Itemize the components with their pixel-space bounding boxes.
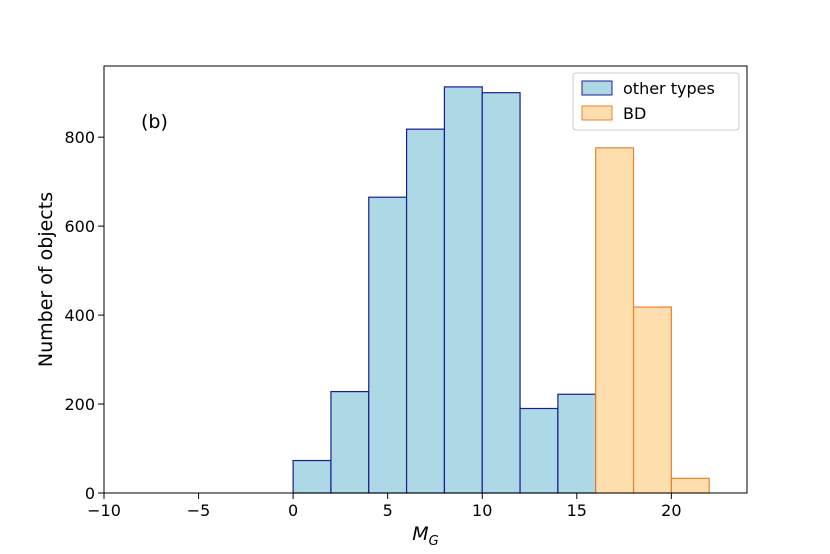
x-tick-label: 10	[472, 501, 492, 520]
x-axis-label-sub: G	[429, 534, 439, 549]
x-tick-label: 0	[288, 501, 298, 520]
legend: other types BD	[572, 72, 740, 131]
y-tick-label: 600	[64, 217, 95, 236]
bar-other-types-1	[330, 390, 370, 494]
x-tick-label: 20	[661, 501, 681, 520]
panel-label: (b)	[141, 111, 168, 133]
legend-swatch-bd	[581, 105, 613, 121]
bar-bd-0	[595, 147, 635, 494]
bar-bd-2	[670, 477, 710, 494]
bar-other-types-7	[557, 393, 597, 494]
x-tick-label: −5	[187, 501, 211, 520]
y-axis-ticks: 0 200 400 600 800	[64, 128, 104, 503]
bar-other-types-3	[405, 128, 446, 494]
y-tick-label: 200	[64, 395, 95, 414]
legend-label-other-types: other types	[623, 79, 715, 98]
y-tick-label: 0	[85, 484, 95, 503]
y-axis-label: Number of objects	[35, 192, 57, 367]
x-axis-ticks: −10 −5 0 5 10 15 20	[87, 493, 682, 520]
bar-other-types-5	[481, 92, 521, 494]
legend-swatch-other-types	[581, 80, 613, 96]
x-tick-label: 15	[567, 501, 587, 520]
x-axis-label: MG	[412, 523, 438, 549]
bars-layer	[292, 86, 710, 494]
x-axis-label-main: M	[412, 523, 428, 545]
x-tick-label: −10	[87, 501, 121, 520]
legend-box	[572, 72, 740, 131]
bar-other-types-0	[292, 459, 332, 494]
y-tick-label: 800	[64, 128, 95, 147]
bar-other-types-6	[519, 407, 559, 494]
axes-frame	[103, 65, 748, 494]
legend-label-bd: BD	[623, 104, 646, 123]
bar-other-types-4	[443, 86, 483, 494]
x-tick-label: 5	[383, 501, 393, 520]
bar-other-types-2	[368, 196, 408, 494]
y-tick-label: 400	[64, 306, 95, 325]
bar-bd-1	[632, 306, 672, 494]
